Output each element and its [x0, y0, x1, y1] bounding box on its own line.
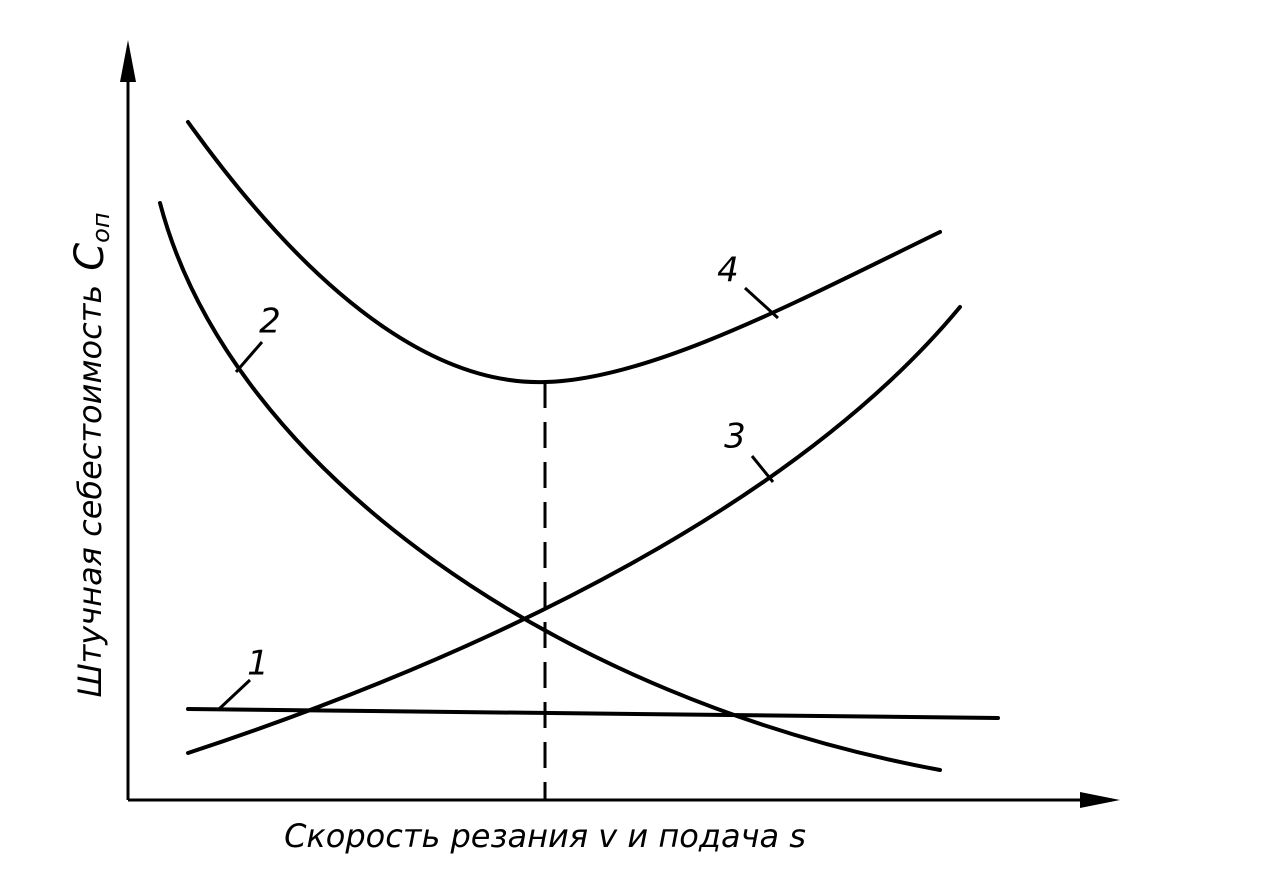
leader-2 — [234, 341, 264, 373]
curve-4 — [186, 120, 942, 385]
y-axis-arrow — [120, 40, 136, 82]
curve-label: 4 — [717, 251, 739, 291]
y-symbol-subscript: оп — [87, 212, 115, 242]
y-axis-label: Штучная себестоимость Cоп — [67, 212, 115, 697]
curve-label: 1 — [247, 644, 269, 684]
curve-label: 2 — [259, 302, 281, 342]
curve-1 — [186, 707, 1000, 720]
leader-4 — [743, 286, 780, 320]
x-axis-label: Скорость резания v и подача s — [284, 817, 806, 855]
y-symbol: C — [67, 243, 113, 271]
leader-1 — [216, 678, 252, 712]
curve-label: 3 — [724, 417, 746, 457]
y-label-text: Штучная себестоимость — [71, 285, 109, 698]
x-axis-arrow — [1080, 792, 1120, 808]
curve-2 — [158, 201, 942, 772]
leader-3 — [750, 455, 775, 483]
curve-3 — [186, 305, 962, 755]
